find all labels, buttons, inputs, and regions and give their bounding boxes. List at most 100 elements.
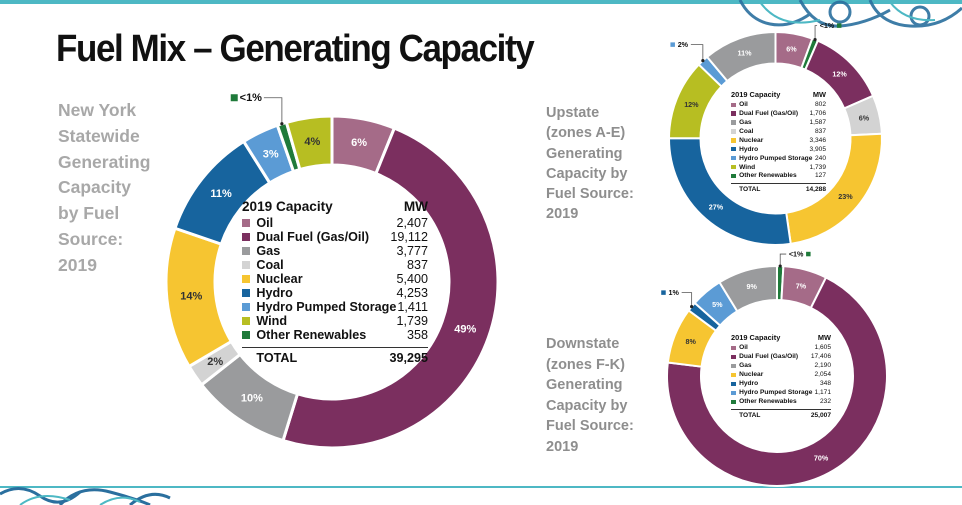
statewide-legend-row-gas: Gas 3,777 <box>242 244 428 258</box>
statewide-legend-label-oil: Oil <box>242 216 273 230</box>
upstate-legend-label-wind: Wind <box>731 164 755 171</box>
page-title: Fuel Mix – Generating Capacity <box>56 28 535 70</box>
upstate-slice-label-wind: 12% <box>684 100 699 109</box>
downstate-legend-swatch-nuclear <box>731 372 736 378</box>
statewide-slice-label-hydro: 11% <box>210 188 232 200</box>
statewide-legend-text-hydro: Hydro <box>256 286 293 301</box>
upstate-legend-value-hydro-pumped-storage: 240 <box>814 154 826 162</box>
statewide-legend-table: 2019 Capacity MW Oil 2,407 Dual Fuel (Gas/Oi… <box>242 199 428 365</box>
statewide-legend-text-nuclear: Nuclear <box>256 272 303 287</box>
downstate-legend-text-hydro: Hydro <box>739 380 759 388</box>
upstate-slice-label-gas: 11% <box>737 49 752 58</box>
upstate-legend-header-capacity: 2019 Capacity <box>731 90 781 99</box>
statewide-legend-value-oil: 2,407 <box>396 216 428 231</box>
upstate-legend-text-wind: Wind <box>739 163 756 171</box>
downstate-legend-value-hydro-pumped-storage: 1,171 <box>814 389 831 397</box>
upstate-callout-swatch-hydro-pumped-storage <box>670 42 675 47</box>
statewide-legend-row-oil: Oil 2,407 <box>242 216 428 230</box>
upstate-legend-label-hydro-pumped-storage: Hydro Pumped Storage <box>731 155 812 162</box>
upstate-legend-label-dual-fuel-gas-oil: Dual Fuel (Gas/Oil) <box>731 110 798 117</box>
upstate-legend-swatch-hydro-pumped-storage <box>731 155 736 161</box>
statewide-label: New York Statewide Generating Capacity b… <box>58 100 151 275</box>
upstate-slice-gas <box>705 30 777 83</box>
upstate-legend-swatch-other-renewables <box>731 173 736 179</box>
statewide-slice-label-hydro-pumped-storage: 3% <box>263 148 279 160</box>
downstate-legend-total-label: TOTAL <box>739 412 761 420</box>
upstate-slice-label-nuclear: 23% <box>838 192 853 201</box>
downstate-leader-dot-hydro <box>690 305 694 309</box>
downstate-slice-label-nuclear: 8% <box>685 337 696 346</box>
upstate-callout-swatch-other-renewables <box>836 23 842 28</box>
statewide-slice-label-other-renewables: <1% <box>240 92 263 104</box>
upstate-legend-text-nuclear: Nuclear <box>739 136 764 144</box>
upstate-legend-value-coal: 837 <box>814 127 826 135</box>
statewide-legend-value-wind: 1,739 <box>396 314 428 329</box>
upstate-legend-value-wind: 1,739 <box>809 163 826 171</box>
downstate-legend-row-hydro-pumped-storage: Hydro Pumped Storage 1,171 <box>731 388 831 397</box>
statewide-legend-text-gas: Gas <box>256 244 281 259</box>
statewide-slice-label-gas: 10% <box>241 393 263 405</box>
upstate-legend-text-dual-fuel-gas-oil: Dual Fuel (Gas/Oil) <box>739 110 799 118</box>
downstate-legend-swatch-hydro <box>731 381 736 387</box>
upstate-legend-row-other-renewables: Other Renewables 127 <box>731 171 826 180</box>
upstate-legend-text-hydro-pumped-storage: Hydro Pumped Storage <box>739 154 813 162</box>
statewide-legend-header-capacity: 2019 Capacity <box>242 199 333 214</box>
upstate-legend-swatch-hydro <box>731 146 736 152</box>
upstate-slice-label-dual-fuel-gas-oil: 12% <box>832 70 847 79</box>
downstate-legend-text-dual-fuel-gas-oil: Dual Fuel (Gas/Oil) <box>739 353 799 361</box>
statewide-legend-label-gas: Gas <box>242 244 280 258</box>
downstate-legend-value-hydro: 348 <box>819 380 831 388</box>
downstate-legend-swatch-oil <box>731 345 736 351</box>
downstate-legend-label-other-renewables: Other Renewables <box>731 398 797 405</box>
upstate-label: Upstate (zones A-E) Generating Capacity … <box>546 105 634 223</box>
statewide-legend-value-coal: 837 <box>406 258 428 273</box>
statewide-leader-dot-other-renewables <box>280 122 284 126</box>
upstate-legend-value-hydro: 3,905 <box>809 145 826 153</box>
downstate-legend-swatch-hydro-pumped-storage <box>731 390 736 396</box>
downstate-legend-row-other-renewables: Other Renewables 232 <box>731 397 831 406</box>
statewide-legend-swatch-other-renewables <box>242 331 250 340</box>
downstate-slice-label-hydro-pumped-storage: 5% <box>712 300 723 309</box>
downstate-legend-value-dual-fuel-gas-oil: 17,406 <box>810 353 831 361</box>
statewide-legend-value-dual-fuel-gas-oil: 19,112 <box>390 230 428 245</box>
downstate-legend-header-capacity: 2019 Capacity <box>731 333 781 342</box>
statewide-legend-total-label: TOTAL <box>256 350 298 365</box>
upstate-legend-header-mw: MW <box>812 90 826 99</box>
downstate-legend-text-nuclear: Nuclear <box>739 371 764 379</box>
downstate-legend-header-mw: MW <box>817 333 831 342</box>
statewide-legend-label-nuclear: Nuclear <box>242 272 303 286</box>
downstate-legend-text-oil: Oil <box>739 344 748 352</box>
downstate-callout-swatch-hydro <box>661 290 666 295</box>
upstate-legend-row-wind: Wind 1,739 <box>731 163 826 172</box>
statewide-legend-label-dual-fuel-gas-oil: Dual Fuel (Gas/Oil) <box>242 230 369 244</box>
statewide-legend-swatch-gas <box>242 247 250 256</box>
downstate-legend-label-gas: Gas <box>731 362 752 369</box>
downstate-legend-label-hydro-pumped-storage: Hydro Pumped Storage <box>731 389 812 396</box>
statewide-legend-row-hydro-pumped-storage: Hydro Pumped Storage 1,411 <box>242 300 428 314</box>
downstate-donut-chart: <1% 7% 70% 8% 1% 5% 9% <box>661 250 888 487</box>
statewide-legend-label-coal: Coal <box>242 258 284 272</box>
upstate-legend-text-hydro: Hydro <box>739 145 759 153</box>
statewide-legend-text-oil: Oil <box>256 216 274 231</box>
statewide-legend-label-hydro: Hydro <box>242 286 293 300</box>
upstate-legend-swatch-wind <box>731 164 736 170</box>
statewide-slice-label-coal: 2% <box>207 356 223 368</box>
downstate-legend-label-dual-fuel-gas-oil: Dual Fuel (Gas/Oil) <box>731 353 798 360</box>
statewide-legend-label-other-renewables: Other Renewables <box>242 328 366 342</box>
upstate-legend-label-oil: Oil <box>731 101 748 108</box>
downstate-label: Downstate (zones F-K) Generating Capacit… <box>546 336 634 455</box>
upstate-donut-chart: 6% <1% 12% 6% 23% 27% 12% 2% 11% <box>667 21 883 246</box>
downstate-legend-row-hydro: Hydro 348 <box>731 379 831 388</box>
downstate-slice-label-hydro: 1% <box>668 288 679 297</box>
downstate-slice-label-dual-fuel-gas-oil: 70% <box>814 453 829 462</box>
upstate-legend-text-coal: Coal <box>739 127 754 135</box>
upstate-legend-row-hydro: Hydro 3,905 <box>731 145 826 154</box>
downstate-legend-label-nuclear: Nuclear <box>731 371 763 378</box>
statewide-legend-row-other-renewables: Other Renewables 358 <box>242 328 428 342</box>
upstate-legend-table: 2019 Capacity MW Oil 802 Dual Fuel (Gas/Oil)… <box>731 90 826 193</box>
upstate-legend-header: 2019 Capacity MW <box>731 90 826 99</box>
upstate-legend-swatch-gas <box>731 120 736 125</box>
downstate-legend-swatch-other-renewables <box>731 399 736 405</box>
downstate-slice-label-oil: 7% <box>796 282 807 291</box>
